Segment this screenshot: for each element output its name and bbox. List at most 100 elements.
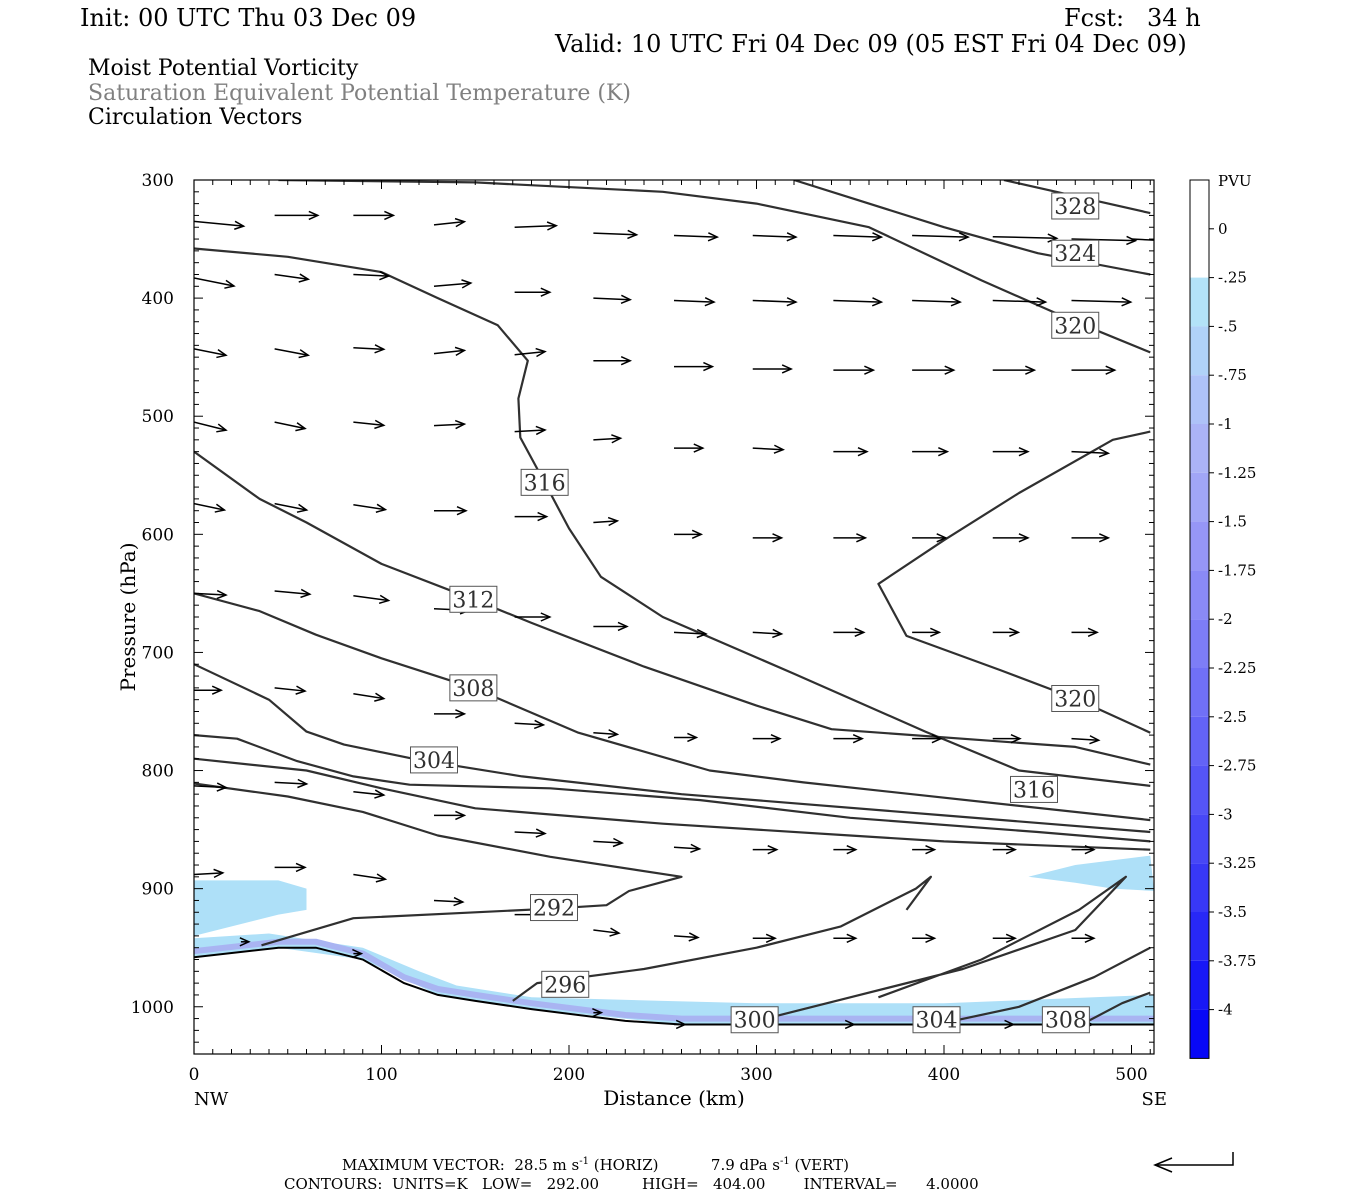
circulation-vector xyxy=(353,344,386,354)
vector-shaft xyxy=(194,872,223,876)
colorbar-swatch xyxy=(1190,814,1209,864)
vector-shaft xyxy=(752,234,796,238)
contour-label-box xyxy=(1051,311,1100,339)
colorbar-label: -2.25 xyxy=(1218,659,1256,677)
vector-head xyxy=(454,419,467,430)
vector-shaft xyxy=(514,224,557,228)
vector-shaft xyxy=(1071,238,1136,242)
vector-head xyxy=(297,778,309,789)
vector-head xyxy=(1126,235,1138,246)
vector-shaft xyxy=(752,299,796,303)
y-tick-label: 400 xyxy=(142,289,174,309)
circulation-vector xyxy=(274,273,311,283)
circulation-vector xyxy=(752,628,784,639)
vector-shaft xyxy=(353,594,389,602)
circulation-vector xyxy=(673,232,720,242)
vector-head xyxy=(211,685,224,695)
vector-shaft xyxy=(833,234,882,238)
circulation-vector xyxy=(274,588,312,599)
vector-shaft xyxy=(514,831,546,835)
contour-label: 308 xyxy=(1045,1009,1087,1034)
circulation-vector xyxy=(752,232,798,242)
vector-head xyxy=(846,844,858,855)
y-tick-label: 300 xyxy=(142,171,174,191)
vector-head xyxy=(453,896,465,907)
vector-head xyxy=(958,232,970,242)
vector-shaft xyxy=(274,502,307,511)
vector-shaft xyxy=(274,781,307,785)
theta-es-contour-308-6 xyxy=(194,592,1151,822)
x-tick-label: 0 xyxy=(189,1065,200,1085)
vector-shaft xyxy=(433,220,465,226)
ref-vector-head xyxy=(1153,1157,1173,1173)
colorbar-label: -2.75 xyxy=(1218,757,1256,775)
colorbar-swatch xyxy=(1190,668,1209,717)
vector-head xyxy=(871,297,884,307)
circulation-vector xyxy=(1071,627,1099,638)
vector-head xyxy=(1005,933,1017,943)
circulation-vector xyxy=(992,533,1030,543)
colorbar-label: -.25 xyxy=(1218,269,1247,287)
theta-es-contour-292-10 xyxy=(194,782,683,947)
circulation-vector xyxy=(194,589,228,600)
circulation-vector xyxy=(593,294,633,305)
y-tick-label: 900 xyxy=(142,880,174,900)
vector-head xyxy=(627,229,639,240)
vector-head xyxy=(944,365,956,375)
vector-shaft xyxy=(353,791,384,796)
vector-head xyxy=(707,232,720,242)
circulation-vector xyxy=(912,297,962,307)
vector-head xyxy=(533,719,546,730)
circulation-vector xyxy=(274,210,320,221)
max-vector-unit-exp: -1 xyxy=(579,1156,589,1167)
vector-shaft xyxy=(992,299,1046,303)
endpoint-left: NW xyxy=(194,1089,229,1110)
x-tick-label: 300 xyxy=(740,1065,772,1085)
circulation-vector xyxy=(514,221,559,231)
y-tick-label: 800 xyxy=(142,762,174,782)
vector-head xyxy=(1087,627,1099,638)
theta-es-contour-300-12 xyxy=(765,875,1128,1020)
vector-head xyxy=(1089,735,1101,745)
colorbar-swatch xyxy=(1190,765,1209,815)
vector-head xyxy=(234,220,246,230)
vector-shaft xyxy=(673,846,700,850)
vector-shaft xyxy=(514,722,544,726)
vector-shaft xyxy=(433,282,471,288)
vector-shaft xyxy=(353,273,389,277)
contour-label: 292 xyxy=(533,897,575,922)
vector-shaft xyxy=(673,299,715,303)
vector-shaft xyxy=(353,693,384,700)
contour-label: 320 xyxy=(1054,314,1096,339)
vector-head xyxy=(308,210,320,221)
circulation-vector xyxy=(434,506,468,516)
vector-shaft xyxy=(353,421,384,427)
title-vectors: Circulation Vectors xyxy=(88,105,303,130)
vector-head xyxy=(704,297,716,307)
circulation-vector xyxy=(992,297,1048,307)
contour-label-box xyxy=(1010,775,1058,803)
vector-head xyxy=(298,349,311,359)
circulation-vector xyxy=(593,927,621,937)
circulation-vector xyxy=(194,782,228,792)
contour-label: 296 xyxy=(544,973,586,998)
circulation-vector xyxy=(674,443,705,453)
circulation-vector xyxy=(593,837,625,848)
vector-shaft xyxy=(673,631,707,635)
circulation-vector xyxy=(593,356,633,366)
vector-shaft xyxy=(833,299,882,303)
vector-head xyxy=(687,732,699,743)
x-tick-label: 400 xyxy=(928,1065,960,1085)
circulation-vector xyxy=(353,503,388,513)
circulation-vector xyxy=(593,729,620,739)
circulation-vector xyxy=(433,217,467,228)
circulation-vector xyxy=(752,933,777,943)
circulation-vector xyxy=(194,868,225,879)
vector-head xyxy=(461,279,473,289)
contour-label-box xyxy=(530,894,578,922)
circulation-vector xyxy=(239,937,251,947)
vector-head xyxy=(540,612,552,622)
contour-label: 304 xyxy=(916,1009,958,1034)
colorbar-label: 0 xyxy=(1218,220,1228,238)
circulation-vector xyxy=(992,844,1017,855)
